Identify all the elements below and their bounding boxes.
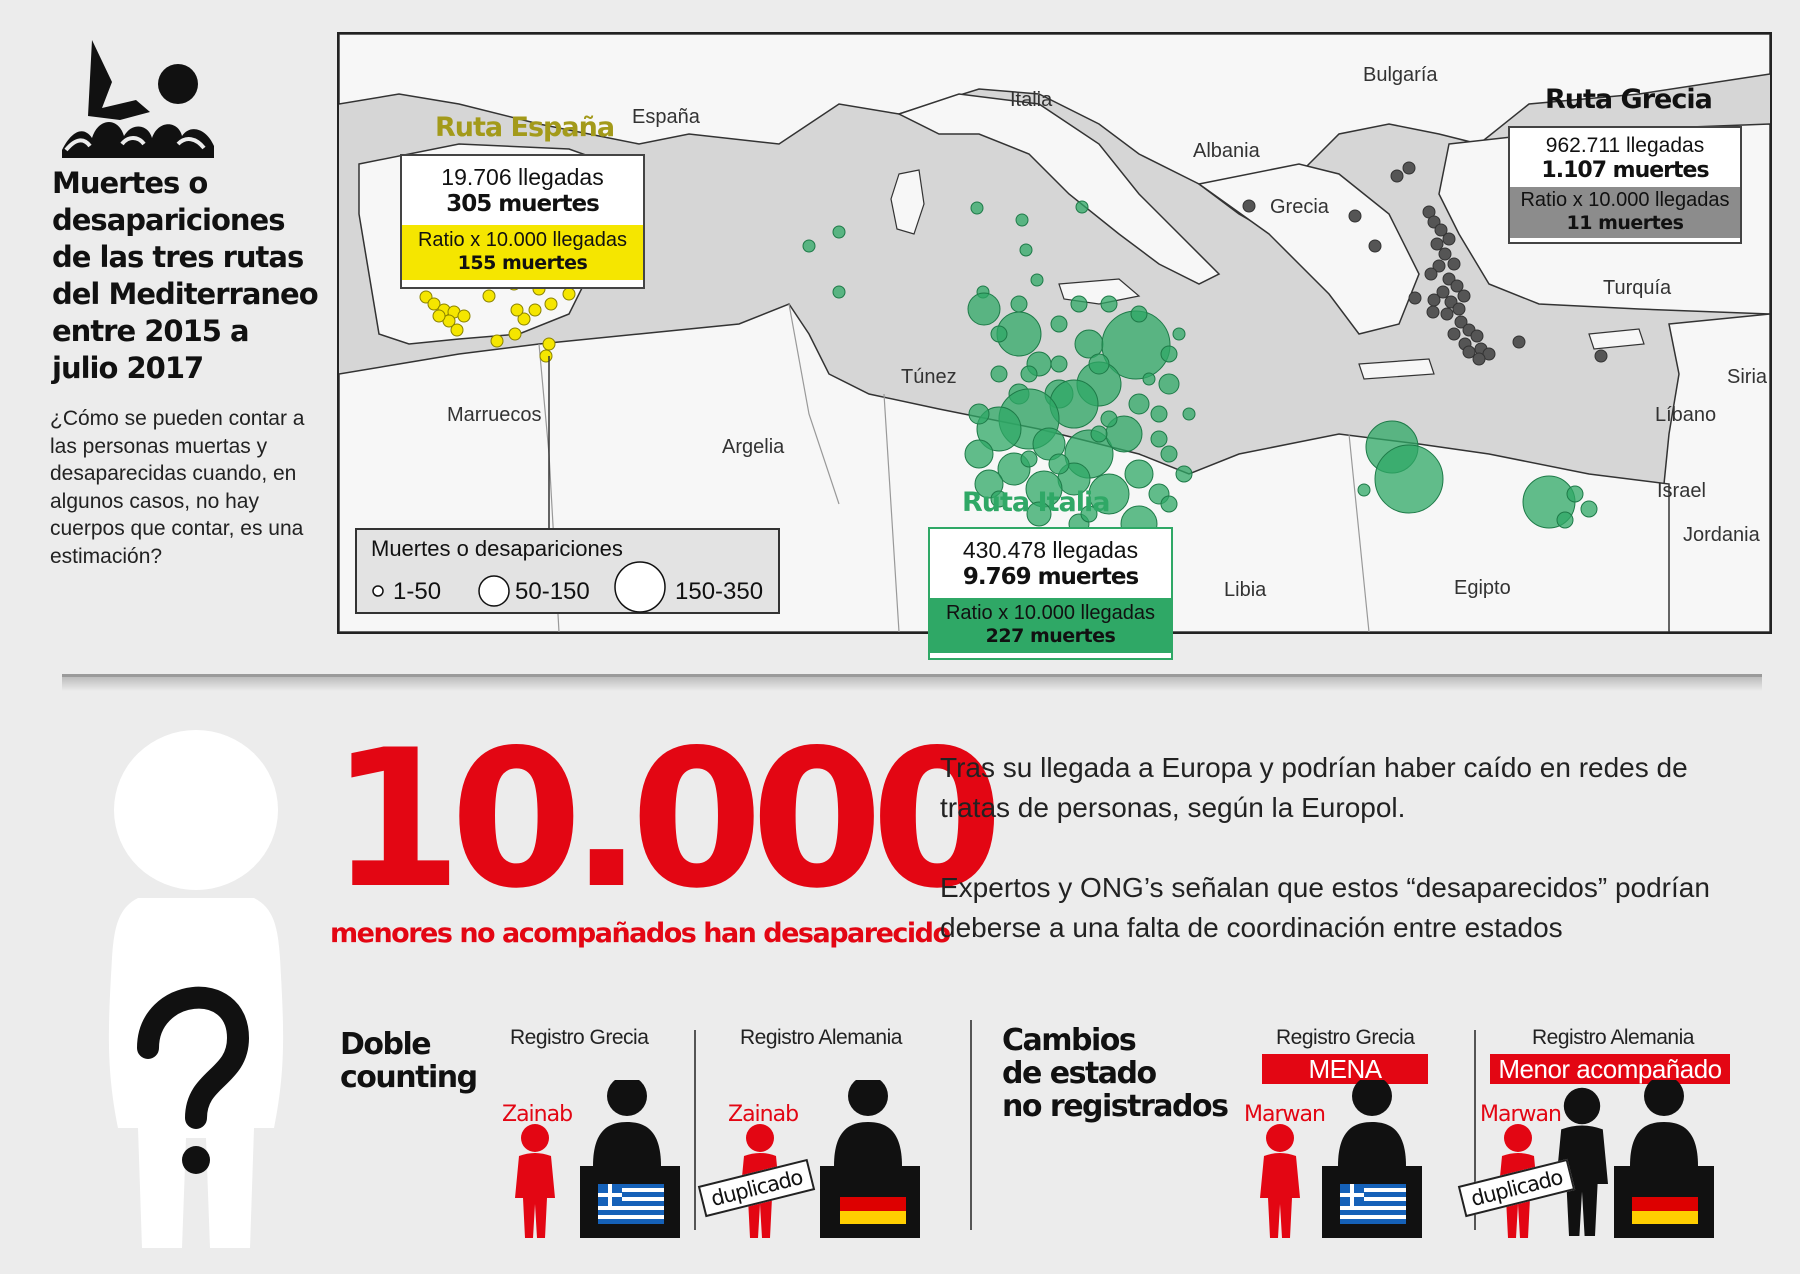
flag-germany-1: [840, 1184, 906, 1224]
label-libia: Libia: [1224, 579, 1267, 601]
cambios-tag-menor-acompanado: Menor acompañado: [1490, 1054, 1730, 1084]
flag-greece-2: [1340, 1184, 1406, 1224]
label-libano: Líbano: [1655, 404, 1717, 426]
label-jordania: Jordania: [1683, 524, 1760, 546]
route-espana-box: 19.706 llegadas 305 muertes Ratio x 10.0…: [400, 154, 645, 289]
route-espana-title: Ruta España: [435, 112, 615, 143]
legend-large-circle: [614, 561, 666, 613]
route-italia-box: 430.478 llegadas 9.769 muertes Ratio x 1…: [928, 527, 1173, 660]
registry-figures: [515, 1080, 1714, 1238]
doble-counting-title: Doble counting: [340, 1027, 478, 1095]
section-divider: [62, 674, 1762, 691]
headline-number: 10.000: [330, 709, 1003, 930]
route-espana-arrivals: 19.706 llegadas: [441, 164, 604, 190]
label-israel: Israel: [1657, 480, 1706, 502]
cambios-title-line3: no registrados: [1002, 1089, 1229, 1124]
cambios-title: Cambios de estado no registrados: [1002, 1023, 1229, 1124]
label-italia: Italia: [1010, 89, 1053, 111]
page-title: Muertes o desapariciones de las tres rut…: [52, 166, 319, 385]
label-espana: España: [632, 106, 700, 128]
doble-name-zainab-1: Zainab: [502, 1102, 573, 1127]
cambios-title-line2: de estado: [1002, 1056, 1157, 1091]
legend-large-label: 150-350: [675, 578, 764, 605]
doble-registro-alemania: Registro Alemania: [740, 1026, 902, 1049]
cambios-name-marwan-2: Marwan: [1480, 1102, 1562, 1127]
label-bulgaria: Bulgaría: [1363, 64, 1438, 86]
cambios-tag-mena: MENA: [1262, 1054, 1428, 1084]
label-marruecos: Marruecos: [447, 404, 542, 426]
cambios-registro-grecia: Registro Grecia: [1276, 1026, 1415, 1049]
legend-title: Muertes o desapariciones: [371, 536, 623, 561]
drowning-person-icon: [62, 40, 214, 158]
label-tunez: Túnez: [901, 366, 957, 388]
flag-germany-2: [1632, 1184, 1698, 1224]
label-argelia: Argelia: [722, 436, 785, 458]
route-italia-title: Ruta Italia: [962, 487, 1110, 518]
paragraph-ongs: Expertos y ONG’s señalan que estos “desa…: [940, 872, 1710, 943]
legend-medium-label: 50-150: [515, 578, 590, 605]
legend-small-circle: [372, 585, 384, 597]
section-vertical-divider: [970, 1020, 972, 1230]
doble-registro-grecia: Registro Grecia: [510, 1026, 649, 1049]
route-grecia-ratio-value: 11 muertes: [1566, 212, 1684, 234]
doble-title-line2: counting: [340, 1060, 478, 1095]
label-turquia: Turquía: [1603, 277, 1672, 299]
map-legend: Muertes o desapariciones 1-50 50-150 150…: [355, 528, 780, 614]
flag-greece-1: [598, 1184, 664, 1224]
route-grecia-deaths: 1.107 muertes: [1541, 158, 1709, 183]
paragraph-europol: Tras su llegada a Europa y podrían haber…: [940, 752, 1688, 823]
route-italia-ratio: Ratio x 10.000 llegadas 227 muertes: [930, 598, 1171, 653]
headline-subtitle: menores no acompañados han desaparecido: [330, 918, 951, 949]
label-grecia: Grecia: [1270, 196, 1329, 218]
intro-text: ¿Cómo se pueden contar a las personas mu…: [50, 407, 305, 568]
route-italia-ratio-label: Ratio x 10.000 llegadas: [945, 602, 1156, 624]
doble-title-line1: Doble: [340, 1027, 432, 1062]
doble-name-zainab-2: Zainab: [728, 1102, 799, 1127]
route-grecia-box: 962.711 llegadas 1.107 muertes Ratio x 1…: [1508, 126, 1742, 244]
route-italia-deaths: 9.769 muertes: [962, 564, 1139, 590]
route-italia-arrivals: 430.478 llegadas: [962, 537, 1139, 563]
doble-divider: [694, 1030, 696, 1230]
route-grecia-ratio: Ratio x 10.000 llegadas 11 muertes: [1510, 187, 1740, 238]
route-grecia-arrivals: 962.711 llegadas: [1545, 134, 1705, 157]
legend-medium-circle: [478, 575, 510, 607]
route-espana-ratio: Ratio x 10.000 llegadas 155 muertes: [402, 225, 643, 280]
legend-small-label: 1-50: [393, 578, 442, 605]
route-grecia-ratio-label: Ratio x 10.000 llegadas: [1520, 189, 1730, 211]
child-silhouette-icon: [108, 730, 284, 1248]
cambios-registro-alemania: Registro Alemania: [1532, 1026, 1694, 1049]
route-espana-deaths: 305 muertes: [446, 191, 600, 217]
route-grecia-title: Ruta Grecia: [1545, 84, 1713, 115]
route-espana-ratio-value: 155 muertes: [457, 252, 588, 274]
label-egipto: Egipto: [1454, 577, 1511, 599]
route-espana-ratio-label: Ratio x 10.000 llegadas: [417, 229, 628, 251]
cambios-name-marwan-1: Marwan: [1244, 1102, 1326, 1127]
label-albania: Albania: [1193, 140, 1260, 162]
route-italia-ratio-value: 227 muertes: [985, 625, 1116, 647]
cambios-title-line1: Cambios: [1002, 1023, 1137, 1058]
cambios-divider: [1474, 1030, 1476, 1230]
label-siria: Siria: [1727, 366, 1768, 388]
